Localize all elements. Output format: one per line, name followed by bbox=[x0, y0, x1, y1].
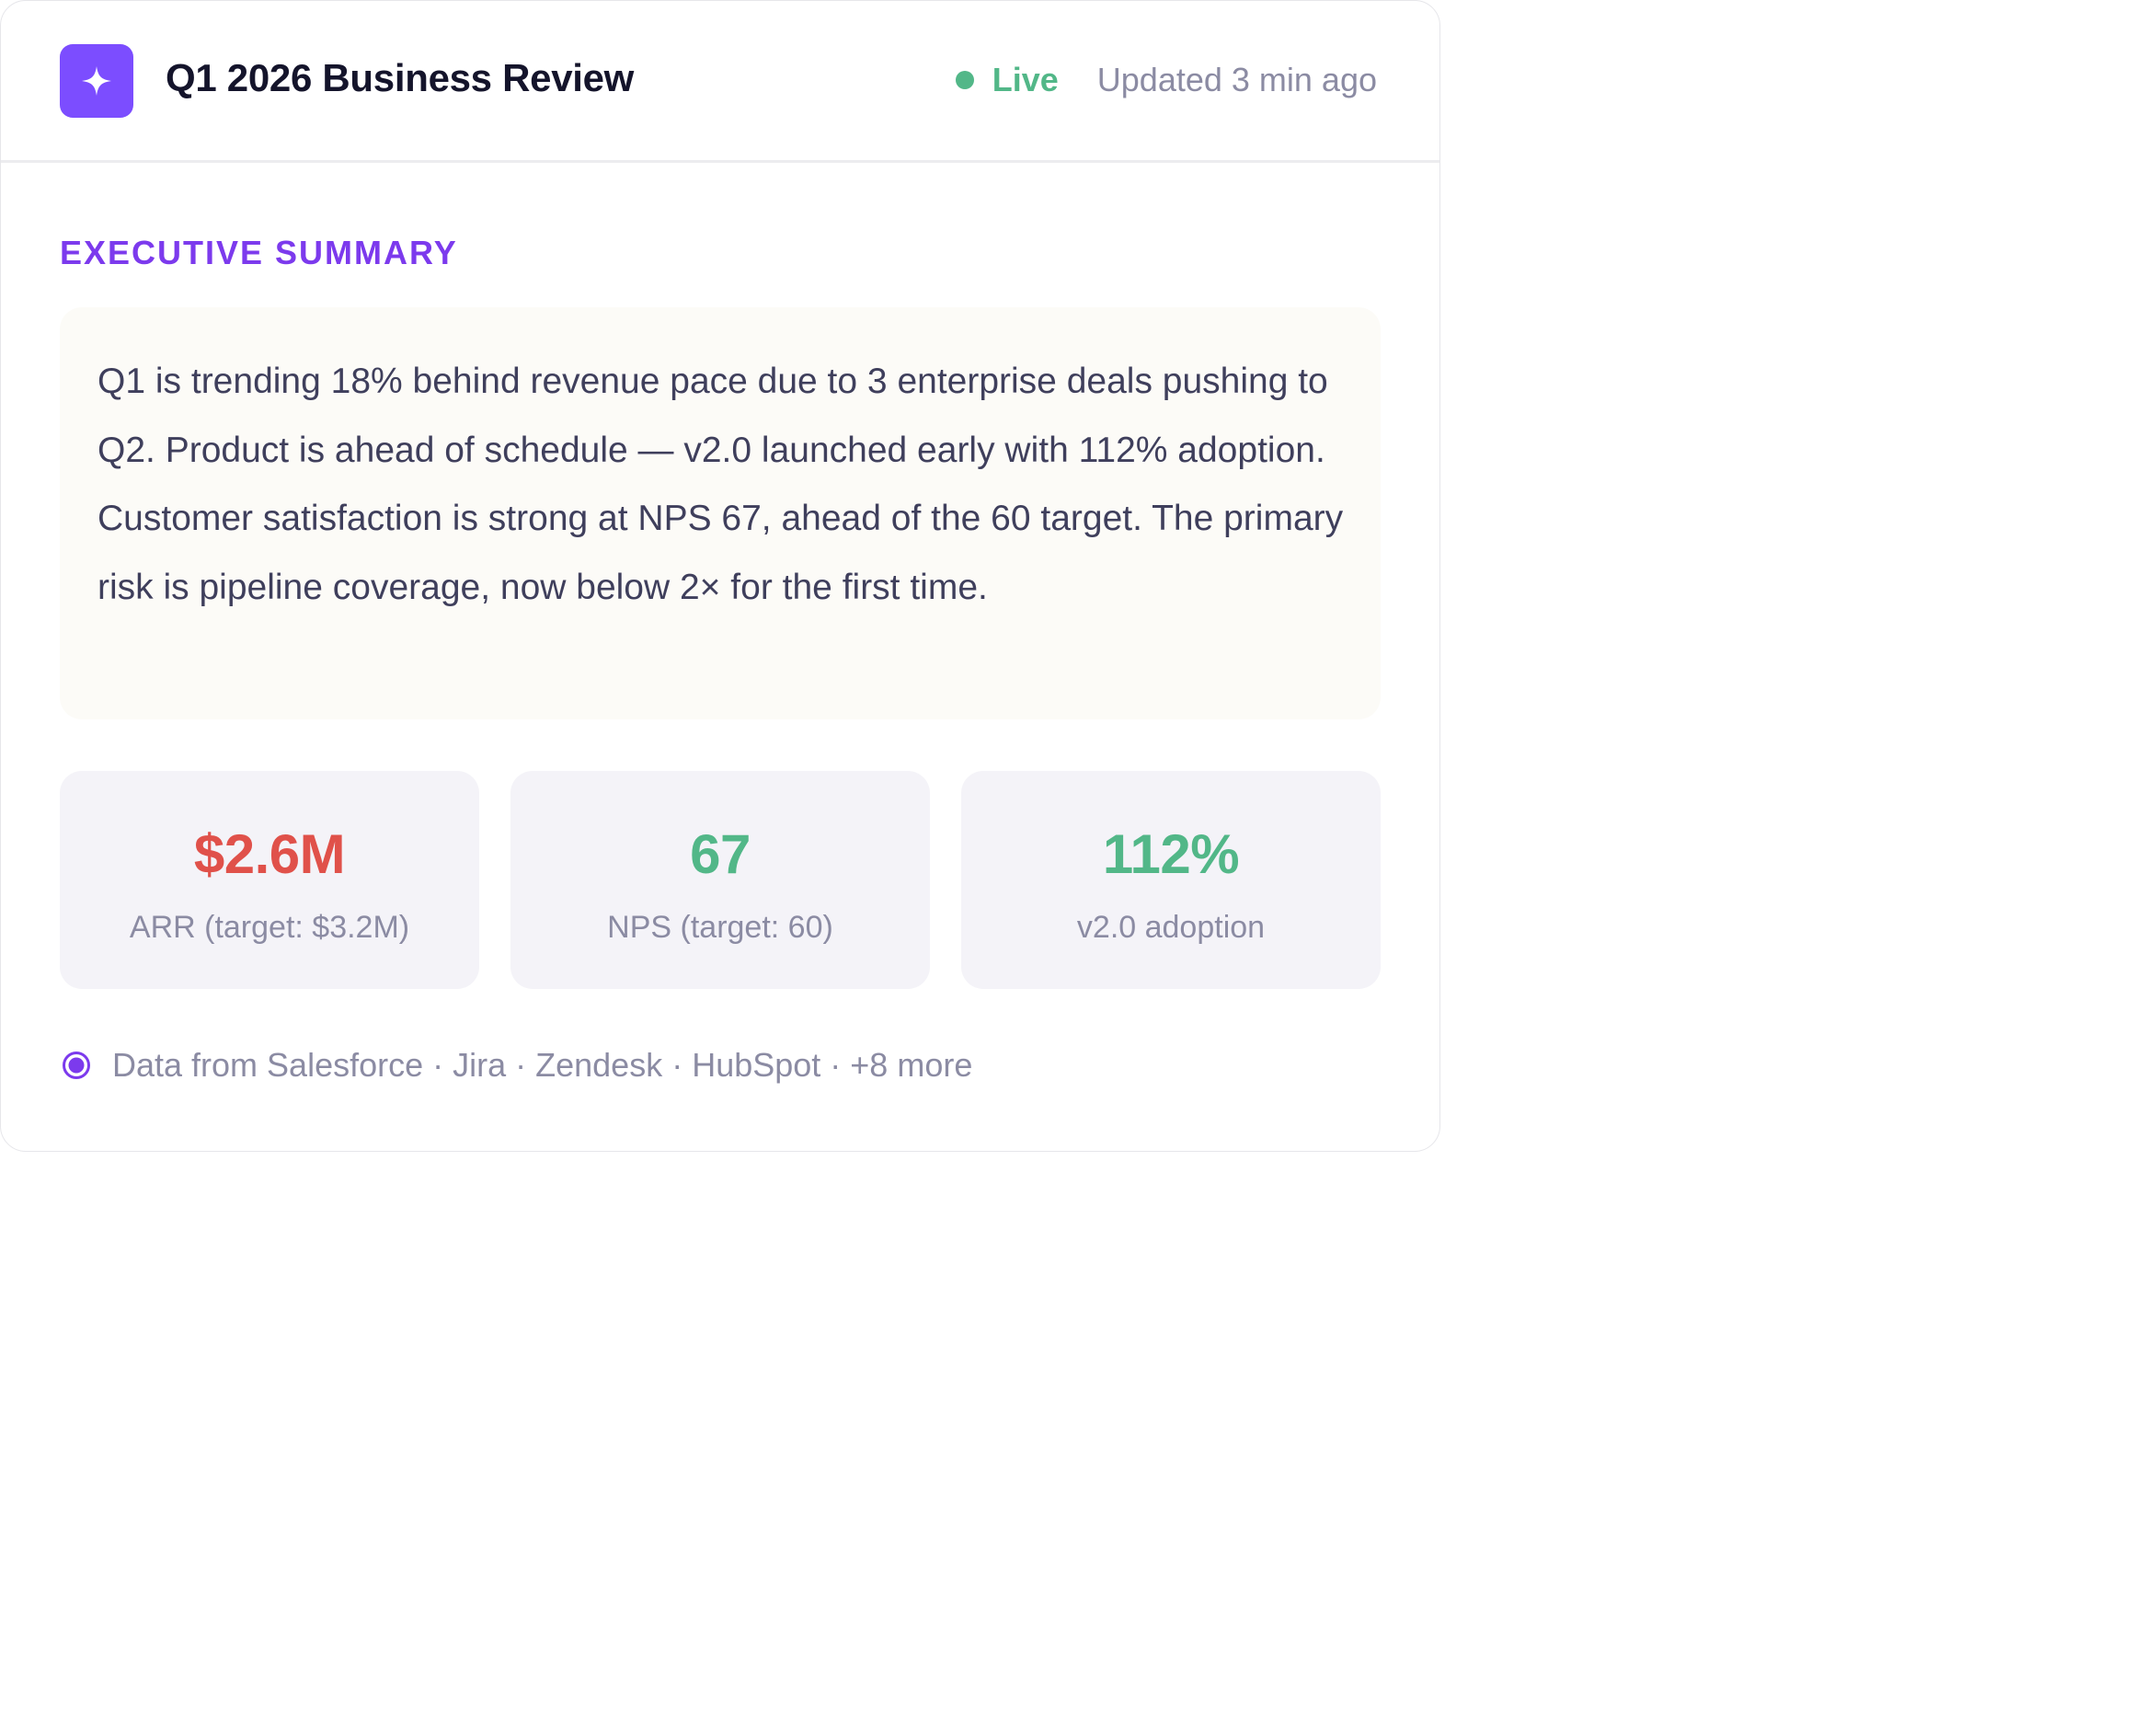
metric-label: v2.0 adoption bbox=[1076, 910, 1266, 945]
metric-value: 112% bbox=[1102, 823, 1240, 885]
live-status-label: Live bbox=[992, 61, 1059, 98]
page-title: Q1 2026 Business Review bbox=[166, 56, 635, 99]
last-updated-text: Updated 3 min ago bbox=[1096, 61, 1377, 98]
metric-card-adoption: 112% v2.0 adoption bbox=[961, 771, 1381, 989]
metric-label: NPS (target: 60) bbox=[607, 910, 833, 945]
executive-summary-panel: Q1 is trending 18% behind revenue pace d… bbox=[60, 307, 1381, 719]
metric-card-arr: $2.6M ARR (target: $3.2M) bbox=[60, 771, 479, 989]
business-review-card: Q1 2026 Business Review Live Updated 3 m… bbox=[0, 0, 1440, 1152]
metrics-row: $2.6M ARR (target: $3.2M) 67 NPS (target… bbox=[60, 771, 1381, 989]
metric-value: 67 bbox=[690, 823, 751, 885]
status-area: Live Updated 3 min ago bbox=[955, 60, 1377, 100]
section-heading: EXECUTIVE SUMMARY bbox=[60, 234, 458, 271]
sparkle-icon bbox=[60, 44, 133, 118]
live-indicator-icon bbox=[955, 71, 974, 89]
data-sources-footer: Data from Salesforce · Jira · Zendesk · … bbox=[62, 1044, 972, 1086]
metric-card-nps: 67 NPS (target: 60) bbox=[510, 771, 930, 989]
metric-label: ARR (target: $3.2M) bbox=[129, 910, 410, 945]
data-source-icon bbox=[62, 1051, 91, 1080]
data-sources-text: Data from Salesforce · Jira · Zendesk · … bbox=[112, 1046, 973, 1084]
metric-value: $2.6M bbox=[193, 823, 346, 885]
executive-summary-text: Q1 is trending 18% behind revenue pace d… bbox=[97, 362, 1344, 607]
card-header: Q1 2026 Business Review Live Updated 3 m… bbox=[1, 1, 1439, 163]
